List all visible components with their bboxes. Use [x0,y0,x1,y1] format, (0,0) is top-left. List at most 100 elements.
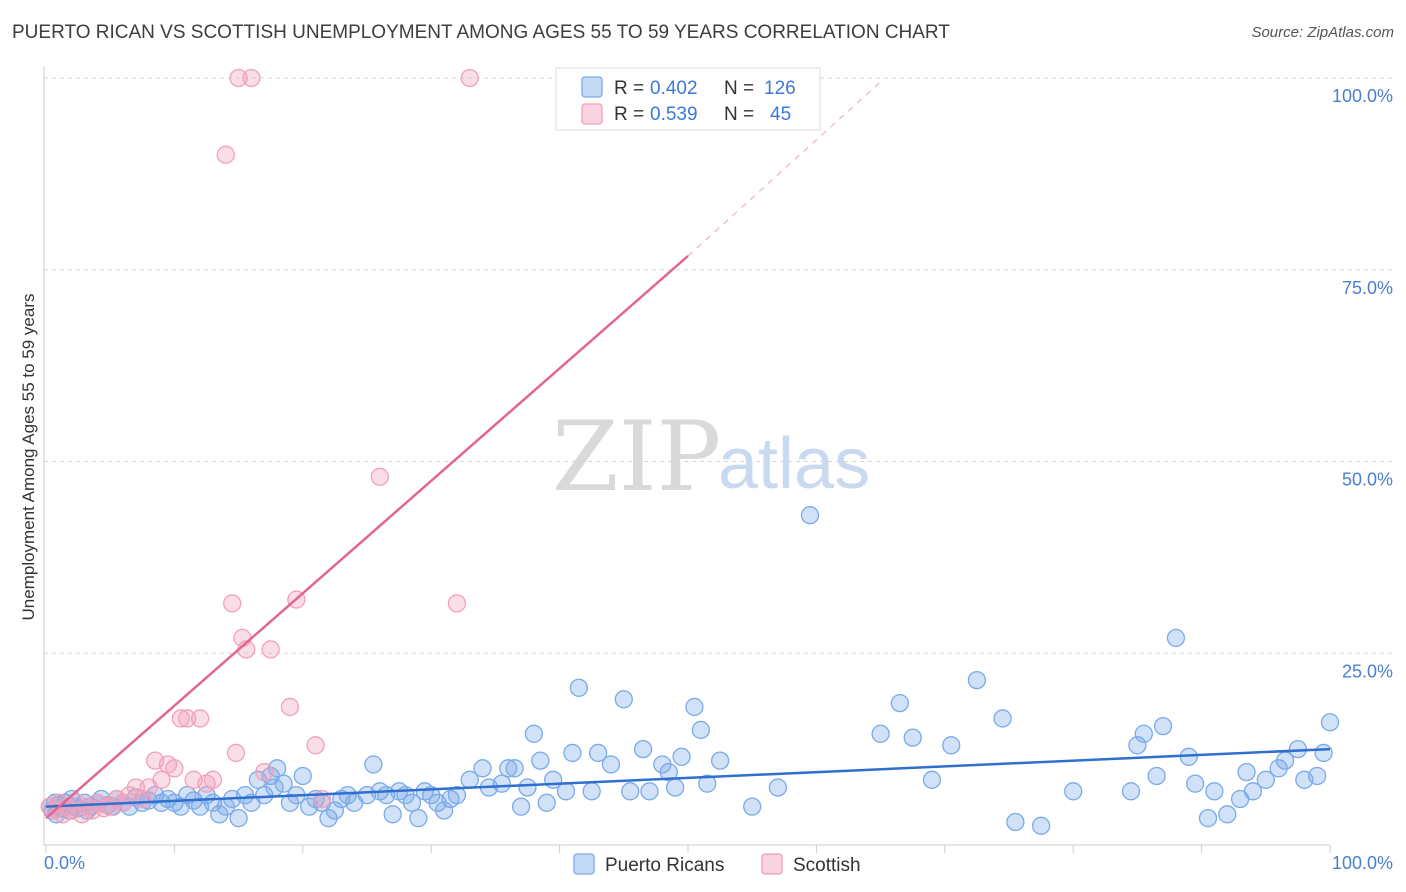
data-point [229,809,248,828]
series-puerto-ricans [40,506,1340,835]
data-point [1166,628,1186,648]
legend-swatch-puerto-ricans [581,76,603,98]
data-point [1134,724,1153,743]
data-point [614,690,633,709]
bottom-legend-label-scottish: Scottish [793,855,861,876]
data-point [531,751,550,770]
data-point [460,68,479,88]
data-point [672,747,691,766]
data-point [633,739,653,759]
data-point [569,678,589,697]
data-point [306,736,325,755]
data-point [325,801,345,820]
data-point [223,594,242,613]
data-point [601,755,621,774]
data-point [1314,743,1333,763]
data-point [871,724,890,743]
data-point [800,506,820,525]
bottom-legend-swatch-puerto-ricans [573,853,595,875]
data-point [942,736,961,755]
data-point [685,697,704,717]
data-point [216,145,235,164]
bottom-legend-label-puerto-ricans: Puerto Ricans [605,855,724,876]
data-point [447,594,467,613]
data-point [364,755,383,774]
data-point [434,801,454,820]
data-point [1320,713,1340,732]
data-point [126,778,146,797]
source-label: Source: ZipAtlas.com [1251,24,1394,41]
data-point [1308,766,1327,786]
data-point [556,782,576,801]
data-point [537,793,556,812]
data-point [524,724,544,743]
data-point [1237,762,1256,782]
data-point [1198,809,1218,828]
legend-r-value: 0.402 [650,78,698,99]
data-point [190,709,210,728]
data-point [588,743,608,763]
legend-frame [555,67,821,131]
legend-n-label: N = [724,104,754,125]
trend-line-puerto-ricans [45,747,1331,808]
legend-r-label: R = [614,104,644,125]
data-point [1128,736,1147,755]
watermark-atlas: atlas [718,424,870,504]
bottom-legend-swatch-scottish [761,853,783,875]
data-point [1153,716,1173,736]
data-point [203,770,223,789]
data-point [1031,816,1051,835]
data-point [659,762,678,782]
data-point [743,797,762,816]
data-point [383,805,402,824]
data-point [171,709,190,728]
data-point [152,770,171,789]
bottom-legend: Puerto Ricans Scottish [573,853,861,876]
axes [43,66,1331,853]
y-axis-label: Unemployment Among Ages 55 to 59 years [19,294,38,621]
data-point [518,778,537,797]
data-point [1064,782,1083,801]
data-point [922,770,942,789]
data-point [698,774,717,793]
data-point [409,809,428,828]
chart-title: PUERTO RICAN VS SCOTTISH UNEMPLOYMENT AM… [12,22,950,43]
grid-lines [44,77,1392,654]
legend-r-value: 0.539 [650,104,698,125]
x-tick-label: 100.0% [1332,853,1393,873]
data-point [499,759,518,778]
watermark-zip: ZIP [552,401,721,513]
data-point [1006,812,1025,832]
data-point [1243,782,1263,801]
data-point [621,782,640,801]
data-point [293,766,312,786]
data-point [563,743,582,763]
data-point [165,759,184,778]
data-point [370,467,389,486]
data-point [691,720,710,740]
data-point [710,751,730,770]
data-point [1147,766,1166,786]
y-tick-label: 75.0% [1342,278,1393,298]
data-point [261,640,280,659]
data-point [280,697,300,717]
legend-n-label: N = [724,78,754,99]
legend-n-value: 45 [770,104,791,125]
data-point [178,709,197,728]
y-tick-label: 50.0% [1342,470,1393,490]
data-point [666,778,685,797]
data-point [402,793,422,812]
data-point [1256,770,1275,789]
data-point [640,782,659,801]
data-point [768,778,788,797]
y-tick-label: 100.0% [1332,86,1393,106]
data-point [505,759,524,778]
tick-labels: 25.0% 50.0% 75.0% 100.0% 0.0% 100.0% [44,86,1393,873]
data-point [274,774,293,793]
trend-line-scottish [45,255,689,820]
data-point [890,693,910,713]
trend-lines [45,81,1331,820]
x-tick-label: 0.0% [44,853,85,873]
data-point [492,774,511,793]
